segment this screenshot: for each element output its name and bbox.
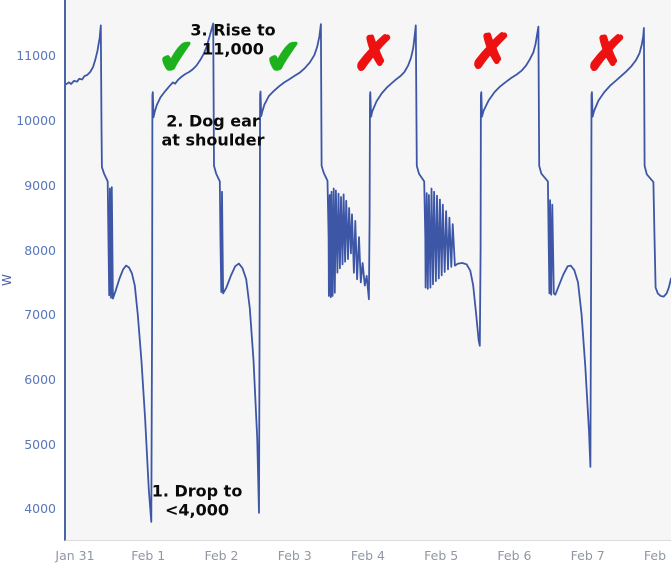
y-tick-label: 4000 <box>24 501 56 517</box>
y-tick-label: 9000 <box>24 177 56 193</box>
series-line <box>66 22 671 523</box>
cross-icon: ✗ <box>350 23 397 85</box>
x-tick-label: Feb 7 <box>570 548 605 563</box>
y-tick-label: 10000 <box>16 113 56 129</box>
x-tick-label: Feb 5 <box>424 548 459 563</box>
plot-area <box>64 0 671 541</box>
x-tick-label: Feb 8 <box>643 548 671 563</box>
cross-icon: ✗ <box>583 23 630 85</box>
x-tick-label: Feb 3 <box>277 548 312 563</box>
cross-icon: ✗ <box>467 21 514 83</box>
x-tick-label: Feb 4 <box>350 548 385 563</box>
note-drop: 1. Drop to <4,000 <box>151 481 243 519</box>
y-tick-label: 5000 <box>24 436 56 452</box>
x-tick-label: Feb 2 <box>204 548 239 563</box>
x-tick-label: Feb 1 <box>131 548 166 563</box>
x-tick-label: Feb 6 <box>497 548 532 563</box>
y-tick-label: 6000 <box>24 371 56 387</box>
note-rise: 3. Rise to 11,000 <box>190 20 276 58</box>
y-tick-label: 7000 <box>24 307 56 323</box>
y-axis-title: W <box>0 274 14 286</box>
note-dogear: 2. Dog ear at shoulder <box>161 111 265 149</box>
checkmark-icon: ✔ <box>261 27 307 87</box>
y-tick-label: 8000 <box>24 242 56 258</box>
y-tick-label: 11000 <box>16 48 56 64</box>
checkmark-icon: ✔ <box>154 27 200 87</box>
x-tick-label: Jan 31 <box>55 548 95 563</box>
series-plot <box>66 22 671 523</box>
